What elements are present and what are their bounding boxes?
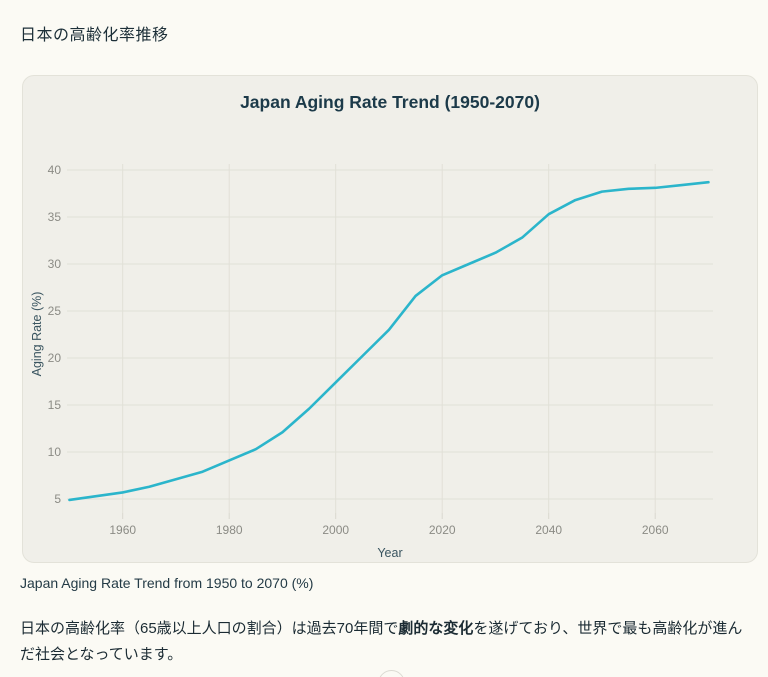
paragraph-text-bold: 劇的な変化 <box>398 620 474 637</box>
ytick-label: 5 <box>54 492 61 506</box>
aging-rate-series <box>68 180 710 502</box>
ytick-label: 25 <box>48 304 62 318</box>
ytick-label: 35 <box>48 210 62 224</box>
ytick-label: 20 <box>48 351 62 365</box>
x-axis-title: Year <box>377 546 402 560</box>
ytick-label: 40 <box>48 163 62 177</box>
paragraph-text-post: を遂げており、世界で最も高齢化が進んだ社会となっています。 <box>20 620 743 663</box>
aging-rate-line <box>68 180 710 502</box>
ytick-label: 15 <box>48 398 62 412</box>
xtick-label: 2040 <box>535 523 562 537</box>
page-heading: 日本の高齢化率推移 <box>20 27 169 44</box>
chart-title: Japan Aging Rate Trend (1950-2070) <box>240 92 540 112</box>
scroll-to-bottom-button[interactable] <box>378 670 405 677</box>
chart-caption: Japan Aging Rate Trend from 1950 to 2070… <box>20 575 314 591</box>
ytick-label: 10 <box>48 445 62 459</box>
chart-gridlines <box>67 164 713 513</box>
xtick-label: 1960 <box>109 523 136 537</box>
ytick-label: 30 <box>48 257 62 271</box>
xtick-label: 2000 <box>322 523 349 537</box>
xtick-label: 2060 <box>642 523 669 537</box>
xtick-label: 1980 <box>216 523 243 537</box>
chart-tick-marks <box>122 513 656 519</box>
xtick-label: 2020 <box>429 523 456 537</box>
y-axis-title: Aging Rate (%) <box>30 292 44 377</box>
chart-tick-labels: 5 10 15 20 25 30 35 40 1960 1980 2000 2020 2040 2060 <box>48 163 669 537</box>
body-paragraph: 日本の高齢化率（65歳以上人口の割合）は過去70年間で劇的な変化を遂げており、世… <box>20 616 754 668</box>
chart-card: Japan Aging Rate Trend (1950-2070) 5 10 15… <box>22 75 758 563</box>
paragraph-text-pre: 日本の高齢化率（65歳以上人口の割合）は過去70年間で <box>20 620 399 637</box>
